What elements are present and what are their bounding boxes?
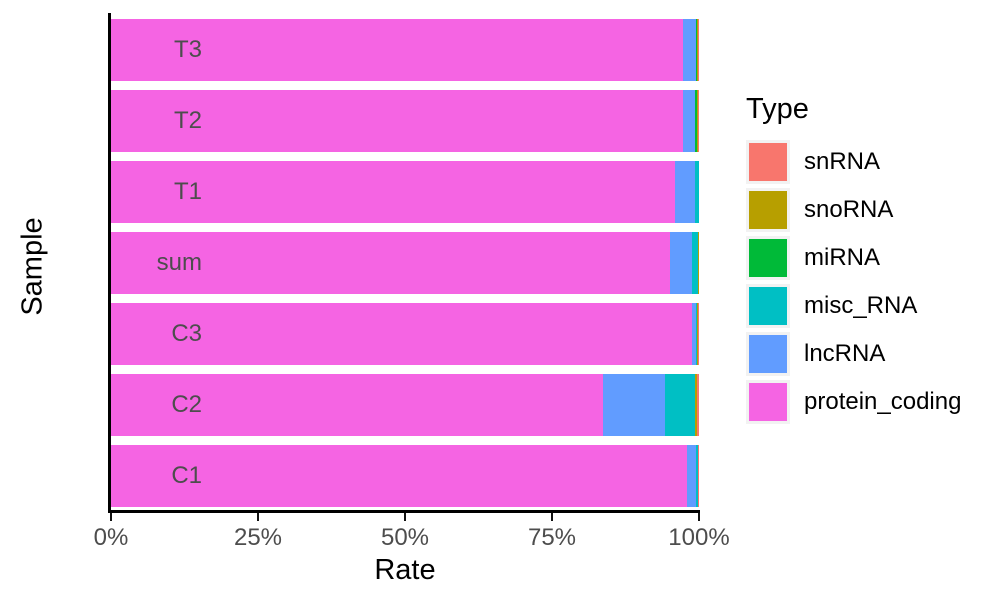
- x-axis-line: [108, 510, 700, 513]
- x-tick-label: 75%: [527, 524, 577, 551]
- y-tick-label: C3: [171, 319, 202, 347]
- stacked-bar: [111, 302, 699, 365]
- x-tick: [698, 513, 700, 521]
- y-tick-label: C2: [171, 390, 202, 418]
- x-tick: [551, 513, 553, 521]
- segment-snRNA: [697, 373, 699, 436]
- legend-swatch-icon: [749, 239, 787, 277]
- bar-row-C1: C1: [111, 440, 699, 511]
- segment-lncRNA: [691, 302, 697, 365]
- legend-swatch-icon: [749, 383, 787, 421]
- legend-entry-snoRNA: snoRNA: [746, 188, 961, 232]
- legend-key: [746, 380, 790, 424]
- segment-snoRNA: [697, 444, 699, 507]
- legend-key: [746, 332, 790, 376]
- x-tick: [404, 513, 406, 521]
- legend-key: [746, 284, 790, 328]
- segment-misc_RNA: [691, 232, 699, 294]
- legend-title: Type: [746, 93, 809, 125]
- legend-entry-misc_RNA: misc_RNA: [746, 284, 961, 328]
- legend-entry-protein_coding: protein_coding: [746, 380, 961, 424]
- segment-miRNA: [695, 90, 698, 153]
- legend-key: [746, 140, 790, 184]
- segment-lncRNA: [670, 232, 692, 294]
- segment-protein_coding: [111, 232, 671, 294]
- x-tick-label: 25%: [233, 524, 283, 551]
- segment-snRNA: [698, 90, 699, 153]
- bar-row-C3: C3: [111, 298, 699, 369]
- legend-label: snRNA: [804, 148, 881, 175]
- legend: Type snRNA snoRNA miRNA misc_RNA lncRNA prote…: [746, 93, 961, 428]
- bar-row-T2: T2: [111, 86, 699, 157]
- segment-protein_coding: [111, 90, 684, 153]
- plot-area: T3 T2 T1 sum C3 C2 C1: [111, 15, 699, 511]
- stacked-bar: [111, 232, 699, 294]
- legend-key: [746, 188, 790, 232]
- bar-row-C2: C2: [111, 369, 699, 440]
- segment-misc_RNA: [665, 373, 695, 436]
- legend-entries: snRNA snoRNA miRNA misc_RNA lncRNA protein_co…: [746, 140, 961, 424]
- segment-snRNA: [698, 444, 699, 507]
- legend-swatch-icon: [749, 143, 787, 181]
- x-tick: [257, 513, 259, 521]
- segment-lncRNA: [683, 90, 696, 153]
- segment-protein_coding: [111, 302, 692, 365]
- y-tick-label: T2: [173, 107, 202, 135]
- stacked-bar: [111, 19, 699, 82]
- legend-entry-snRNA: snRNA: [746, 140, 961, 184]
- segment-snoRNA: [694, 373, 698, 436]
- legend-label: protein_coding: [804, 388, 962, 415]
- legend-label: lncRNA: [804, 340, 886, 367]
- x-axis-title: Rate: [374, 554, 436, 586]
- segment-snoRNA: [696, 302, 699, 365]
- segment-snoRNA: [697, 19, 699, 82]
- legend-label: miRNA: [804, 244, 880, 271]
- legend-swatch-icon: [749, 287, 787, 325]
- legend-key: [746, 236, 790, 280]
- legend-entry-miRNA: miRNA: [746, 236, 961, 280]
- segment-lncRNA: [603, 373, 666, 436]
- segment-snRNA: [698, 302, 699, 365]
- bar-row-T3: T3: [111, 15, 699, 86]
- stacked-bar: [111, 90, 699, 153]
- segment-lncRNA: [682, 19, 697, 82]
- y-tick-label: sum: [156, 249, 202, 276]
- x-tick: [110, 513, 112, 521]
- legend-swatch-icon: [749, 191, 787, 229]
- y-tick-label: T1: [173, 178, 202, 206]
- legend-label: snoRNA: [804, 196, 894, 223]
- bar-row-sum: sum: [111, 228, 699, 299]
- segment-lncRNA: [687, 444, 697, 507]
- stacked-bar: [111, 161, 699, 224]
- segment-miRNA: [696, 19, 698, 82]
- segment-snRNA: [698, 19, 699, 82]
- segment-lncRNA: [674, 161, 695, 224]
- y-tick-label: T3: [173, 36, 202, 64]
- segment-protein_coding: [111, 19, 683, 82]
- segment-snoRNA: [698, 232, 699, 294]
- segment-snoRNA: [697, 90, 699, 153]
- bar-row-T1: T1: [111, 157, 699, 228]
- segment-misc_RNA: [694, 161, 699, 224]
- legend-entry-lncRNA: lncRNA: [746, 332, 961, 376]
- legend-swatch-icon: [749, 335, 787, 373]
- segment-protein_coding: [111, 373, 604, 436]
- x-tick-label: 50%: [380, 524, 430, 551]
- stacked-bar: [111, 444, 699, 507]
- segment-misc_RNA: [696, 444, 698, 507]
- segment-protein_coding: [111, 444, 688, 507]
- legend-label: misc_RNA: [804, 292, 918, 319]
- y-axis-line: [108, 13, 111, 513]
- x-tick-label: 0%: [93, 524, 129, 551]
- stacked-bar: [111, 373, 699, 436]
- y-tick-label: C1: [171, 461, 202, 489]
- y-axis-title: Sample: [16, 217, 49, 316]
- segment-misc_RNA: [696, 302, 697, 365]
- x-tick-label: 100%: [668, 524, 730, 551]
- segment-protein_coding: [111, 161, 675, 224]
